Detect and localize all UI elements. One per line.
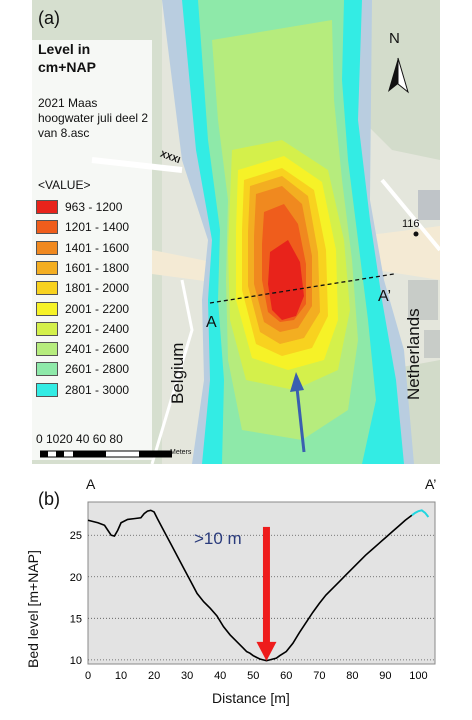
y-tick-label: 25 — [70, 530, 82, 542]
series-lines — [87, 509, 430, 662]
legend-swatch — [36, 301, 58, 316]
profile-end-label: A’ — [425, 476, 437, 492]
x-tick-label: 10 — [115, 670, 127, 682]
legend-swatch — [36, 382, 58, 397]
depth-arrow-head — [256, 641, 277, 661]
legend-swatch — [36, 342, 58, 357]
legend-range-label: 1601 - 1800 — [65, 260, 130, 275]
panel-b-label: (b) — [38, 489, 60, 509]
map-building — [408, 280, 438, 320]
x-tick-label: 40 — [214, 670, 226, 682]
legend-range-label: 2001 - 2200 — [65, 301, 130, 316]
panel-a-label: (a) — [38, 8, 60, 28]
scale-bar-labels: 0 1020 40 60 80 — [36, 432, 123, 446]
legend-subtitle: 2021 Maas hoogwater juli deel 2 van 8.as… — [38, 96, 149, 140]
legend-range-label: 1201 - 1400 — [65, 220, 130, 235]
grid-lines — [88, 534, 435, 661]
legend-swatch — [36, 220, 58, 235]
bed-level-line — [87, 509, 413, 662]
x-tick-label: 90 — [379, 670, 391, 682]
north-label: N — [389, 30, 400, 47]
depth-zone-963 — [268, 240, 304, 320]
y-tick-label: 10 — [70, 655, 82, 667]
legend-swatch — [36, 260, 58, 275]
flow-arrow-shaft — [295, 387, 306, 453]
x-tick-label: 60 — [280, 670, 292, 682]
x-tick-label: 70 — [313, 670, 325, 682]
map-marker-icon — [413, 231, 419, 237]
y-axis-label: Bed level [m+NAP] — [25, 550, 41, 668]
y-tick-label: 20 — [70, 572, 82, 584]
legend-range-label: 963 - 1200 — [65, 200, 123, 214]
bed-level-line-highlight — [411, 509, 430, 518]
plot-area — [87, 501, 436, 665]
legend-value-header: <VALUE> — [38, 178, 91, 192]
section-line — [209, 273, 395, 304]
x-axis-label: Distance [m] — [212, 690, 290, 706]
flow-arrow-head — [290, 372, 304, 392]
north-arrow-icon — [388, 57, 409, 94]
legend-swatch — [36, 200, 58, 214]
legend-title: Level in cm+NAP — [38, 41, 96, 75]
section-start-label: A — [206, 314, 217, 331]
section-end-label: A’ — [378, 288, 392, 305]
legend-swatch — [36, 321, 58, 336]
map-building — [418, 190, 440, 220]
legend-range-label: 1401 - 1600 — [65, 240, 130, 255]
scale-bar — [40, 450, 172, 458]
y-tick-label: 15 — [70, 613, 82, 625]
x-tick-label: 50 — [247, 670, 259, 682]
x-tick-label: 20 — [148, 670, 160, 682]
x-tick-label: 80 — [346, 670, 358, 682]
legend-swatch — [36, 240, 58, 255]
legend-range-label: 2801 - 3000 — [65, 382, 130, 397]
legend-range-label: 2201 - 2400 — [65, 321, 130, 336]
map-road-label: 116 — [402, 218, 420, 230]
profile-start-label: A — [86, 476, 96, 492]
legend-range-label: 1801 - 2000 — [65, 281, 130, 296]
map-road-left — [152, 250, 212, 282]
x-tick-label: 0 — [85, 670, 91, 682]
legend-range-label: 2401 - 2600 — [65, 342, 130, 357]
map-road-line-2 — [380, 178, 440, 252]
map-path-left — [150, 279, 194, 464]
depth-annotation: >10 m — [194, 529, 242, 548]
depth-arrow — [256, 526, 277, 661]
x-tick-label: 100 — [409, 670, 427, 682]
legend-swatch — [36, 362, 58, 377]
legend-range-label: 2601 - 2800 — [65, 362, 130, 377]
map-building — [424, 330, 440, 358]
legend-swatch — [36, 281, 58, 296]
scale-bar-unit: Meters — [170, 449, 192, 456]
depth-arrow-shaft — [262, 526, 270, 646]
x-tick-label: 30 — [181, 670, 193, 682]
